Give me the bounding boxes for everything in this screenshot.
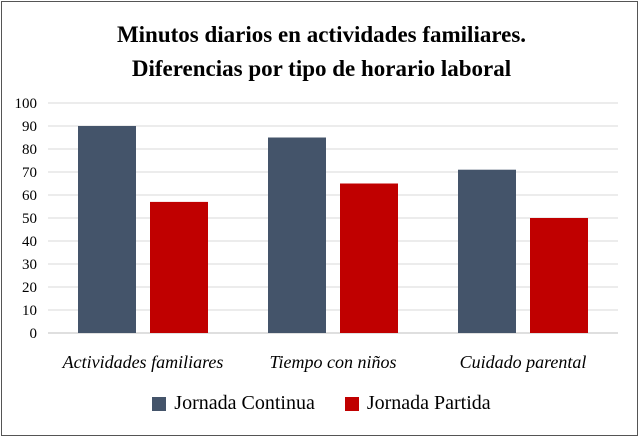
y-tick-label: 20 [22, 280, 37, 296]
legend-label-series-2: Jornada Partida [366, 392, 491, 414]
chart-title-line-2: Diferencias por tipo de horario laboral [131, 56, 512, 81]
legend-swatch-series-2 [344, 396, 359, 411]
x-category-label: Cuidado parental [460, 352, 587, 372]
y-tick-label: 80 [22, 142, 37, 158]
bars [78, 126, 588, 333]
y-tick-label: 30 [22, 257, 37, 273]
y-tick-label: 40 [22, 234, 37, 250]
y-tick-label: 70 [22, 165, 37, 181]
y-tick-label: 0 [30, 326, 38, 342]
y-tick-label: 60 [22, 188, 37, 204]
y-tick-label: 50 [22, 211, 37, 227]
bar-series-2 [530, 218, 588, 333]
y-tick-label: 100 [15, 96, 38, 112]
x-axis-category-labels: Actividades familiares Tiempo con niños Cu… [62, 352, 587, 372]
y-tick-label: 90 [22, 119, 37, 135]
bar-series-1 [458, 169, 516, 333]
legend-swatch-series-1 [152, 396, 167, 411]
x-category-label: Actividades familiares [62, 352, 224, 372]
y-tick-label: 10 [22, 303, 37, 319]
x-category-label: Tiempo con niños [269, 352, 396, 372]
legend-item-series-2: Jornada Partida [344, 392, 491, 415]
gridlines [48, 102, 618, 334]
bar-series-2 [150, 201, 208, 333]
bar-series-2 [340, 183, 398, 333]
bar-series-1 [78, 126, 136, 333]
legend-label-series-1: Jornada Continua [174, 392, 315, 414]
bar-series-1 [268, 137, 326, 333]
legend-item-series-1: Jornada Continua [152, 392, 315, 415]
chart-title-line-1: Minutos diarios en actividades familiare… [116, 22, 527, 47]
chart-title: Minutos diarios en actividades familiare… [0, 18, 643, 86]
legend: Jornada Continua Jornada Partida [0, 392, 643, 415]
y-axis-tick-labels: 0 10 20 30 40 50 60 70 80 90 100 [15, 96, 38, 342]
